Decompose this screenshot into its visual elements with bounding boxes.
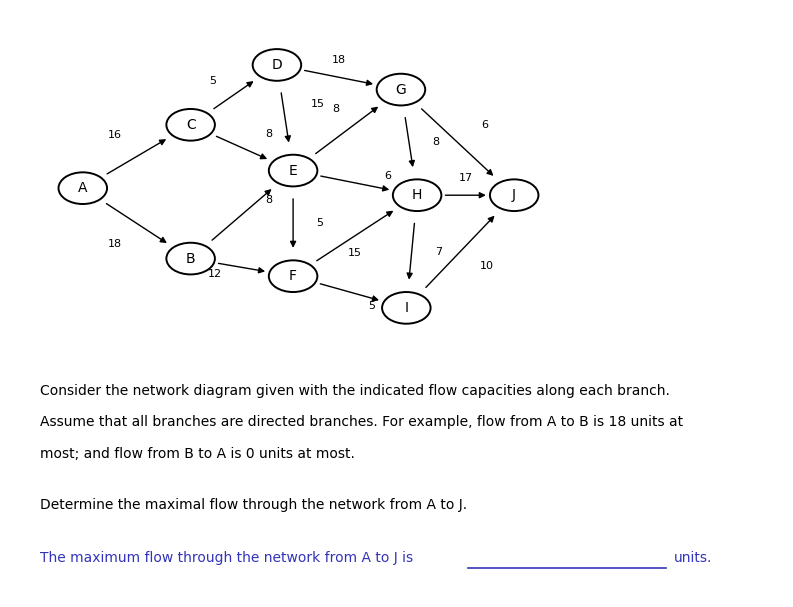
Text: 10: 10 xyxy=(481,260,494,271)
Text: A: A xyxy=(78,181,87,195)
Text: 8: 8 xyxy=(432,137,439,148)
Text: G: G xyxy=(396,83,406,97)
Text: 5: 5 xyxy=(368,301,375,311)
Text: C: C xyxy=(186,118,196,132)
Text: Determine the maximal flow through the network from A to J.: Determine the maximal flow through the n… xyxy=(40,498,467,512)
Text: 7: 7 xyxy=(435,246,442,257)
Circle shape xyxy=(167,109,215,141)
Text: 5: 5 xyxy=(316,219,324,228)
Circle shape xyxy=(253,49,301,81)
Text: I: I xyxy=(404,301,408,315)
Circle shape xyxy=(393,180,442,211)
Text: 18: 18 xyxy=(108,240,122,249)
Circle shape xyxy=(59,172,107,204)
Circle shape xyxy=(377,73,425,106)
Text: 6: 6 xyxy=(384,171,391,181)
Text: 15: 15 xyxy=(348,248,362,259)
Text: H: H xyxy=(412,188,423,202)
Text: 17: 17 xyxy=(458,172,473,183)
Text: 6: 6 xyxy=(481,120,488,130)
Text: most; and flow from B to A is 0 units at most.: most; and flow from B to A is 0 units at… xyxy=(40,447,354,461)
Circle shape xyxy=(382,292,431,324)
Text: F: F xyxy=(289,269,297,283)
Text: 8: 8 xyxy=(266,129,272,138)
Text: The maximum flow through the network from A to J is: The maximum flow through the network fro… xyxy=(40,551,413,565)
Text: J: J xyxy=(512,188,516,202)
Text: units.: units. xyxy=(674,551,712,565)
Circle shape xyxy=(167,243,215,274)
Text: Consider the network diagram given with the indicated flow capacities along each: Consider the network diagram given with … xyxy=(40,384,669,398)
Text: 8: 8 xyxy=(333,104,339,114)
Text: Assume that all branches are directed branches. For example, flow from A to B is: Assume that all branches are directed br… xyxy=(40,415,683,429)
Text: 8: 8 xyxy=(266,195,272,206)
Text: 18: 18 xyxy=(331,55,346,65)
Text: D: D xyxy=(271,58,282,72)
Circle shape xyxy=(269,155,317,186)
Text: 12: 12 xyxy=(208,270,222,279)
Text: 5: 5 xyxy=(209,76,216,86)
Text: 16: 16 xyxy=(108,131,122,140)
Text: B: B xyxy=(186,251,195,266)
Text: E: E xyxy=(289,163,297,178)
Circle shape xyxy=(490,180,538,211)
Circle shape xyxy=(269,260,317,292)
Text: 15: 15 xyxy=(310,99,324,109)
